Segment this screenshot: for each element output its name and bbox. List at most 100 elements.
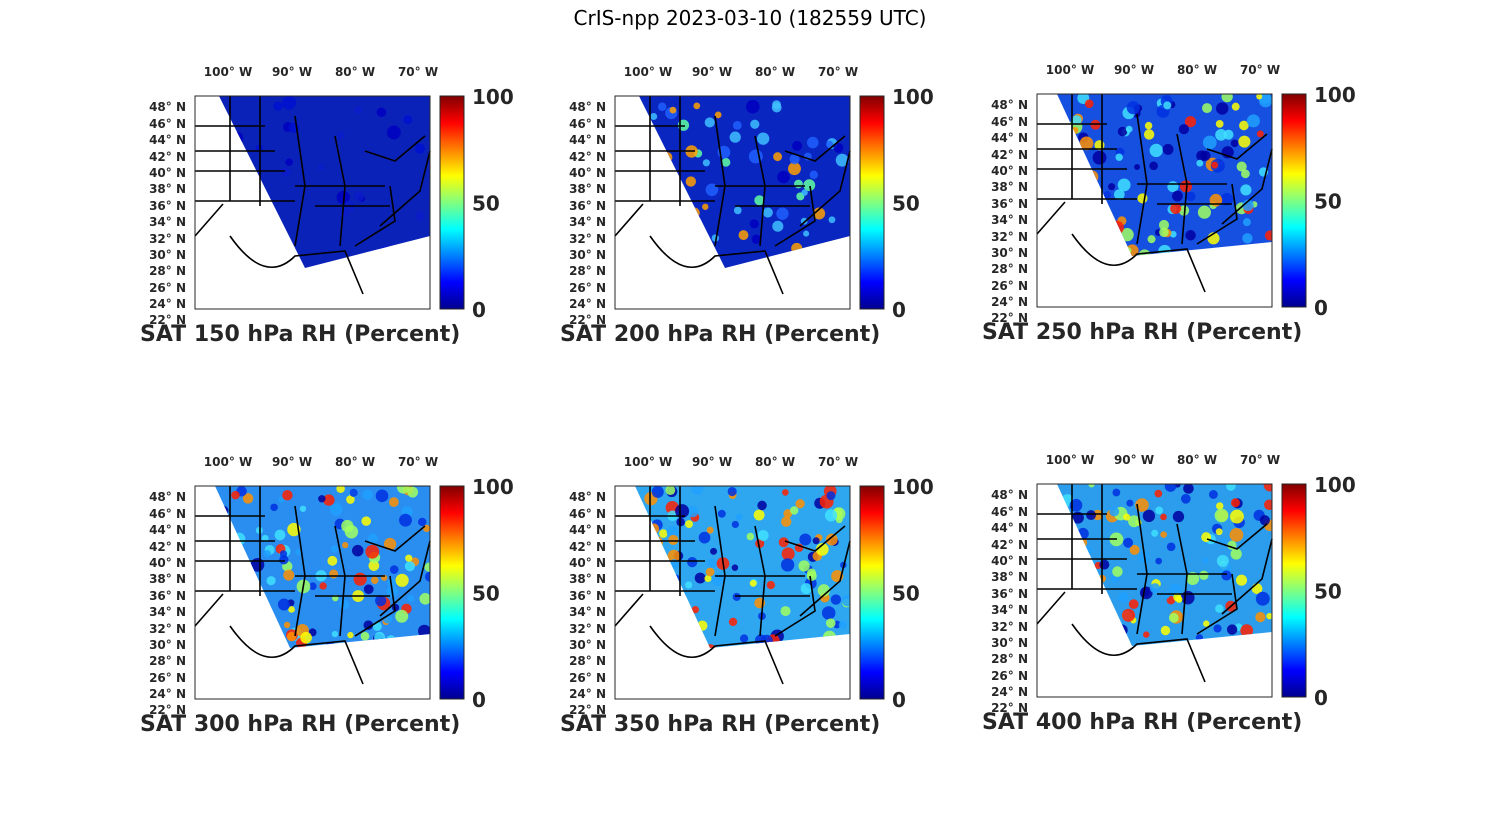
lat-tick-label: 22° N (569, 313, 606, 327)
lat-tick-label: 36° N (149, 589, 186, 603)
colorbar-tick-label: 0 (892, 688, 906, 712)
lat-tick-label: 24° N (149, 297, 186, 311)
lat-tick-label: 34° N (991, 213, 1028, 227)
lat-tick-label: 30° N (991, 636, 1028, 650)
lat-tick-label: 30° N (569, 248, 606, 262)
state-borders (1036, 94, 1273, 293)
lat-tick-label: 46° N (149, 507, 186, 521)
lon-tick-label: 70° W (398, 65, 438, 79)
lat-tick-label: 30° N (991, 246, 1028, 260)
lat-tick-label: 26° N (991, 279, 1028, 293)
map-frame (1036, 483, 1273, 698)
lon-tick-label: 100° W (204, 65, 252, 79)
lon-tick-label: 80° W (335, 455, 375, 469)
lat-tick-label: 30° N (569, 638, 606, 652)
state-borders (1036, 484, 1273, 683)
panel-label: SAT 150 hPa RH (Percent) (140, 322, 461, 347)
lon-tick-label: 100° W (624, 455, 672, 469)
lat-tick-label: 24° N (991, 685, 1028, 699)
lat-tick-label: 34° N (569, 215, 606, 229)
lat-tick-label: 28° N (569, 264, 606, 278)
lon-tick-label: 80° W (1177, 453, 1217, 467)
lat-tick-label: 46° N (569, 117, 606, 131)
panel-label: SAT 250 hPa RH (Percent) (982, 320, 1303, 345)
lat-tick-label: 22° N (991, 701, 1028, 715)
lat-tick-label: 32° N (569, 622, 606, 636)
lon-tick-label: 70° W (1240, 63, 1280, 77)
lat-tick-label: 26° N (149, 281, 186, 295)
lat-tick-label: 42° N (991, 538, 1028, 552)
lon-tick-label: 80° W (755, 65, 795, 79)
lat-tick-label: 48° N (991, 488, 1028, 502)
lat-tick-label: 44° N (149, 133, 186, 147)
colorbar-tick-label: 100 (892, 475, 934, 499)
lon-tick-label: 90° W (692, 65, 732, 79)
lon-tick-label: 90° W (1114, 63, 1154, 77)
lon-tick-label: 90° W (692, 455, 732, 469)
lat-tick-label: 42° N (149, 540, 186, 554)
colorbar-tick-label: 100 (472, 85, 514, 109)
lat-tick-label: 46° N (569, 507, 606, 521)
colorbar (1281, 93, 1307, 308)
lat-tick-label: 26° N (149, 671, 186, 685)
colorbar (859, 485, 885, 700)
lat-tick-label: 40° N (991, 554, 1028, 568)
colorbar (859, 95, 885, 310)
map-panel: 100° W 90° W 80° W 70° W 48° N 46° N 44° N 42° … (140, 60, 560, 360)
lat-tick-label: 22° N (991, 311, 1028, 325)
map-frame (614, 485, 851, 700)
map-panel: 100° W 90° W 80° W 70° W 48° N 46° N 44° N 42° … (982, 58, 1402, 358)
map-panel-svg: 100° W 90° W 80° W 70° W 48° N 46° N 44° N 42° … (569, 455, 934, 717)
lat-tick-label: 40° N (149, 166, 186, 180)
lat-tick-label: 24° N (991, 295, 1028, 309)
map-panel: 100° W 90° W 80° W 70° W 48° N 46° N 44° N 42° … (982, 448, 1402, 748)
lat-tick-label: 26° N (569, 281, 606, 295)
lat-tick-label: 48° N (569, 100, 606, 114)
lat-tick-label: 38° N (569, 182, 606, 196)
lat-tick-label: 38° N (569, 572, 606, 586)
lat-tick-label: 44° N (991, 131, 1028, 145)
lat-tick-label: 36° N (991, 587, 1028, 601)
panel-label: SAT 200 hPa RH (Percent) (560, 322, 881, 347)
lat-tick-label: 28° N (149, 264, 186, 278)
lon-tick-label: 100° W (624, 65, 672, 79)
lat-tick-label: 40° N (991, 164, 1028, 178)
lat-tick-label: 38° N (149, 182, 186, 196)
colorbar-tick-label: 50 (472, 192, 500, 216)
colorbar-tick-label: 50 (892, 192, 920, 216)
lat-tick-label: 24° N (569, 297, 606, 311)
lon-tick-label: 100° W (1046, 453, 1094, 467)
lon-tick-label: 100° W (1046, 63, 1094, 77)
state-borders (194, 96, 431, 295)
lat-tick-label: 34° N (149, 605, 186, 619)
colorbar-tick-label: 100 (1314, 473, 1356, 497)
lon-tick-label: 70° W (818, 65, 858, 79)
lat-tick-label: 24° N (569, 687, 606, 701)
lat-tick-label: 46° N (149, 117, 186, 131)
state-borders (614, 96, 851, 295)
lon-tick-label: 80° W (335, 65, 375, 79)
map-frame (614, 95, 851, 310)
lat-tick-label: 22° N (569, 703, 606, 717)
lat-tick-label: 32° N (149, 622, 186, 636)
map-frame (194, 485, 431, 700)
lon-tick-label: 100° W (204, 455, 252, 469)
lat-tick-label: 34° N (569, 605, 606, 619)
map-panel: 100° W 90° W 80° W 70° W 48° N 46° N 44° N 42° … (560, 450, 980, 750)
lat-tick-label: 44° N (569, 133, 606, 147)
colorbar (439, 95, 465, 310)
lat-tick-label: 48° N (149, 490, 186, 504)
lat-tick-label: 22° N (149, 313, 186, 327)
state-borders (194, 486, 431, 685)
map-panel-svg: 100° W 90° W 80° W 70° W 48° N 46° N 44° N 42° … (149, 65, 514, 327)
lat-tick-label: 42° N (149, 150, 186, 164)
lon-tick-label: 80° W (1177, 63, 1217, 77)
lon-tick-label: 90° W (1114, 453, 1154, 467)
lat-tick-label: 42° N (569, 150, 606, 164)
lat-tick-label: 46° N (991, 115, 1028, 129)
map-panel-svg: 100° W 90° W 80° W 70° W 48° N 46° N 44° N 42° … (149, 455, 514, 717)
lat-tick-label: 42° N (991, 148, 1028, 162)
lat-tick-label: 28° N (149, 654, 186, 668)
colorbar-tick-label: 100 (892, 85, 934, 109)
lat-tick-label: 28° N (991, 262, 1028, 276)
